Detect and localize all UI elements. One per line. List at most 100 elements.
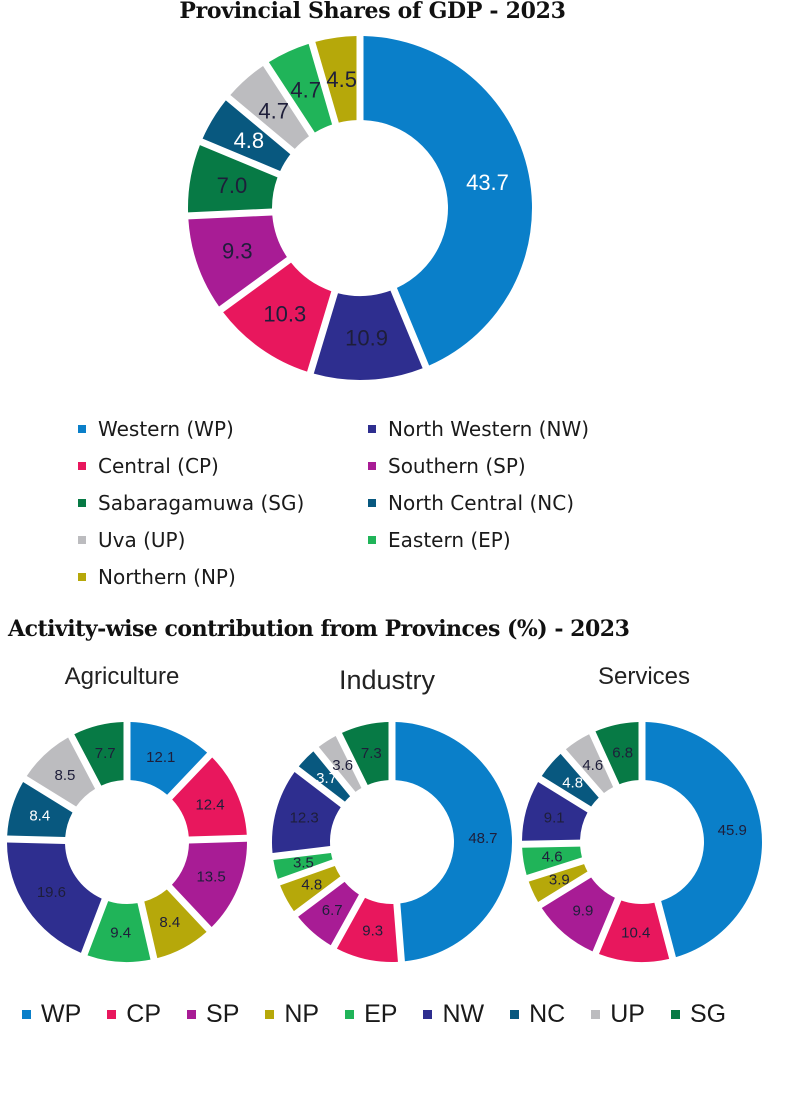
slice-label-up: 8.5 <box>54 767 75 784</box>
donut-slice-ep <box>273 852 333 879</box>
slice-label-ep: 4.6 <box>542 848 563 865</box>
legend-item-nw: North Western (NW) <box>368 414 658 444</box>
legend-swatch <box>510 1010 520 1019</box>
legend-swatch <box>345 1010 355 1019</box>
slice-label-sg: 7.0 <box>217 173 248 198</box>
legend-item-nc: North Central (NC) <box>368 488 658 518</box>
legend-label: Central (CP) <box>98 454 219 478</box>
donut-slice-np <box>144 889 207 959</box>
legend-label: Northern (NP) <box>98 565 236 589</box>
legend-swatch <box>591 1010 601 1019</box>
slice-label-nc: 8.4 <box>29 808 50 825</box>
legend-swatch <box>368 499 376 507</box>
slice-label-nw: 19.6 <box>37 884 66 901</box>
donut-slice-nw <box>522 781 588 841</box>
legend-bottom-item-np: NP <box>265 1000 319 1029</box>
legend-bottom-item-sg: SG <box>670 1000 727 1029</box>
legend-swatch <box>78 462 86 470</box>
donut-slice-nc <box>202 100 291 171</box>
legend-item-np: Northern (NP) <box>78 562 368 592</box>
legend-label: Sabaragamuwa (SG) <box>98 491 305 515</box>
legend-bottom-item-ep: EP <box>345 1000 397 1029</box>
slice-label-up: 4.7 <box>258 98 289 123</box>
legend-label: SP <box>206 1000 240 1028</box>
donut-slice-cp <box>598 900 670 962</box>
slice-label-nw: 10.9 <box>345 325 388 350</box>
legend-item-sp: Southern (SP) <box>368 451 658 481</box>
legend-label: SG <box>689 1000 727 1028</box>
donut-slice-sg <box>188 145 278 213</box>
donut-slice-ep <box>87 901 151 962</box>
legend-swatch <box>368 462 376 470</box>
legend-bottom: WP CP SP NP EP NW NC UP SG <box>22 1000 752 1029</box>
chart-title-activity: Activity-wise contribution from Province… <box>8 616 630 642</box>
slice-label-sp: 9.3 <box>222 239 253 264</box>
donut-slice-wp <box>363 36 532 366</box>
slice-label-ep: 3.5 <box>293 854 314 871</box>
donut-slice-sp <box>188 215 287 307</box>
legend-label: UP <box>610 1000 645 1028</box>
donut-slice-sg <box>595 722 639 785</box>
legend-swatch <box>78 425 86 433</box>
legend-bottom-item-up: UP <box>591 1000 645 1029</box>
slice-label-sg: 7.7 <box>95 745 116 762</box>
legend-label: Southern (SP) <box>388 454 526 478</box>
legend-label: NW <box>442 1000 485 1028</box>
slice-label-cp: 9.3 <box>362 922 383 939</box>
legend-label: NP <box>284 1000 320 1028</box>
donut-slice-np <box>315 36 357 123</box>
donut-slice-nw <box>272 771 341 854</box>
slice-label-sp: 9.9 <box>572 903 593 920</box>
legend-swatch <box>670 1010 680 1019</box>
slice-label-nw: 12.3 <box>290 810 319 827</box>
donut-slice-sg <box>74 722 124 786</box>
donut-slice-nw <box>7 842 102 953</box>
legend-label: CP <box>126 1000 162 1028</box>
legend-swatch <box>78 499 86 507</box>
donut-slice-up <box>230 65 309 149</box>
legend-item-ep: Eastern (EP) <box>368 525 658 555</box>
subtitle-industry: Industry <box>338 665 436 695</box>
legend-bottom-item-wp: WP <box>22 1000 81 1029</box>
legend-swatch <box>22 1010 31 1019</box>
legend-swatch <box>265 1010 275 1019</box>
donut-slice-cp <box>172 757 247 837</box>
subtitle-services: Services <box>597 663 691 690</box>
donut-slice-wp <box>645 722 763 958</box>
slice-label-ep: 4.7 <box>290 77 321 102</box>
legend-swatch <box>107 1010 117 1019</box>
slice-label-sp: 6.7 <box>322 902 343 919</box>
donut-chart-services: 45.910.49.93.94.69.14.84.66.8 <box>522 722 763 962</box>
legend-label: Uva (UP) <box>98 528 186 552</box>
legend-swatch <box>368 425 376 433</box>
slice-label-np: 3.9 <box>549 871 570 888</box>
legend-swatch <box>78 536 86 544</box>
legend-label: NC <box>529 1000 566 1028</box>
subtitle-agriculture: Agriculture <box>64 663 180 690</box>
slice-label-nc: 4.8 <box>234 128 265 153</box>
slice-label-up: 4.6 <box>582 757 603 774</box>
slice-label-np: 8.4 <box>159 914 180 931</box>
donut-slice-nc <box>541 753 599 807</box>
slice-label-np: 4.5 <box>326 67 357 92</box>
legend-label: Western (WP) <box>98 417 234 441</box>
slice-label-wp: 43.7 <box>466 170 509 195</box>
chart-title-main: Provincial Shares of GDP - 2023 <box>179 0 566 24</box>
donut-slice-sp <box>541 877 615 952</box>
donut-slice-nw <box>313 290 423 380</box>
slice-label-wp: 48.7 <box>468 830 497 847</box>
legend-swatch <box>78 573 86 581</box>
donut-chart-industry: 48.7 9.3 6.74.8 3.5 12.3 3.73.6 7.3 <box>272 722 513 962</box>
slice-label-wp: 45.9 <box>718 822 747 839</box>
donut-slice-sp <box>171 841 247 928</box>
donut-slice-cp <box>336 897 398 962</box>
legend-swatch <box>187 1010 197 1019</box>
legend-item-wp: Western (WP) <box>78 414 368 444</box>
legend-label: EP <box>364 1000 398 1028</box>
donut-slice-up <box>565 734 614 794</box>
legend-label: WP <box>41 1000 82 1028</box>
donut-slice-sp <box>298 881 359 946</box>
donut-slice-up <box>318 736 362 792</box>
slice-label-nw: 9.1 <box>544 809 565 826</box>
slice-label-wp: 12.1 <box>146 749 175 766</box>
